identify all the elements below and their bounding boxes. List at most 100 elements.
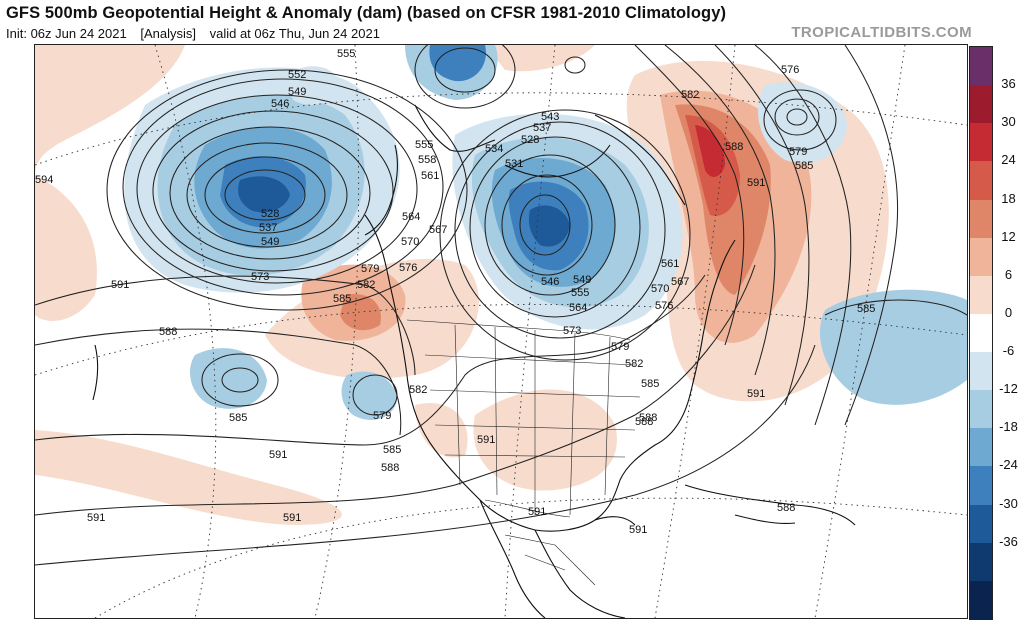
contour-label: 564 — [569, 302, 587, 314]
analysis-tag: [Analysis] — [140, 26, 196, 41]
colorbar-tick-label: -30 — [999, 495, 1018, 511]
contour-label: 585 — [795, 160, 813, 172]
map-subtitle: Init: 06z Jun 24 2021 [Analysis] valid a… — [6, 26, 390, 41]
contour-label: 585 — [641, 378, 659, 390]
contour-label: 579 — [361, 263, 379, 275]
contour-label: 591 — [528, 506, 546, 518]
colorbar-segment — [970, 85, 992, 124]
contour-label: 570 — [401, 236, 419, 248]
colorbar-segment — [970, 428, 992, 467]
contour-label: 585 — [229, 412, 247, 424]
colorbar-segment — [970, 199, 992, 239]
contour-label: 528 — [261, 208, 279, 220]
contour-label: 588 — [777, 502, 795, 514]
contour-label: 588 — [639, 412, 657, 424]
contour-label: 531 — [505, 158, 523, 170]
contour-label: 591 — [269, 449, 287, 461]
colorbar-tick-label: 36 — [1001, 76, 1016, 92]
colorbar-tick-label: -24 — [999, 457, 1018, 473]
colorbar-tick-label: -6 — [1002, 343, 1015, 359]
contour-label: 582 — [625, 358, 643, 370]
contour-label: 555 — [415, 139, 433, 151]
contour-label: 567 — [671, 276, 689, 288]
colorbar-tick-label: 30 — [1001, 114, 1016, 130]
contour-label: 591 — [629, 524, 647, 536]
colorbar-segment — [970, 542, 992, 582]
contour-label: 549 — [288, 86, 306, 98]
contour-label: 591 — [87, 512, 105, 524]
contour-label: 573 — [563, 325, 581, 337]
colorbar-segment — [970, 161, 992, 201]
colorbar-segment — [970, 275, 992, 315]
height-contours — [35, 45, 967, 566]
contour-label: 591 — [747, 388, 765, 400]
contour-label: 585 — [333, 293, 351, 305]
colorbar-tick-label: 24 — [1001, 152, 1016, 168]
contour-label: 588 — [635, 416, 653, 428]
contour-label: 567 — [429, 224, 447, 236]
contour-label: 537 — [259, 222, 277, 234]
contour-label: 564 — [402, 211, 420, 223]
contour-label: 528 — [521, 134, 539, 146]
contour-label: 582 — [409, 384, 427, 396]
colorbar-segment — [970, 352, 992, 391]
graticule — [35, 45, 967, 618]
contour-labels: 555 552 549 546 528 537 549 573 594 591 … — [35, 48, 875, 536]
colorbar-segment — [970, 313, 992, 353]
contour-label: 546 — [541, 276, 559, 288]
contour-label: 543 — [541, 111, 559, 123]
colorbar-tick-label: 18 — [1001, 190, 1016, 206]
contour-label: 549 — [261, 236, 279, 248]
negative-anomaly-fills — [124, 45, 967, 420]
contour-label: 591 — [747, 177, 765, 189]
contour-label: 582 — [357, 279, 375, 291]
contour-label: 573 — [251, 271, 269, 283]
positive-anomaly-fills — [35, 45, 889, 525]
contour-label: 579 — [373, 410, 391, 422]
political-borders — [406, 319, 641, 586]
colorbar-tick-label: 12 — [1001, 228, 1016, 244]
contour-label: 588 — [725, 141, 743, 153]
contour-label: 537 — [533, 122, 551, 134]
contour-label: 585 — [857, 303, 875, 315]
contour-label: 579 — [611, 341, 629, 353]
colorbar-tick-label: -12 — [999, 381, 1018, 397]
site-watermark: TROPICALTIDBITS.COM — [791, 24, 972, 41]
map-svg: 555 552 549 546 528 537 549 573 594 591 … — [35, 45, 967, 618]
contour-label: 555 — [337, 48, 355, 60]
contour-label: 585 — [383, 444, 401, 456]
colorbar-segment — [970, 580, 992, 620]
contour-label: 576 — [655, 300, 673, 312]
contour-label: 549 — [573, 274, 591, 286]
colorbar-segment — [970, 390, 992, 429]
contour-label: 588 — [159, 326, 177, 338]
colorbar-segment — [970, 47, 992, 86]
contour-label: 558 — [418, 154, 436, 166]
colorbar-tick-label: 6 — [1004, 266, 1013, 282]
coastlines — [92, 104, 856, 618]
colorbar-segment — [970, 504, 992, 544]
contour-label: 570 — [651, 283, 669, 295]
contour-label: 576 — [399, 262, 417, 274]
contour-label: 588 — [381, 462, 399, 474]
colorbar-tick-label: -18 — [999, 419, 1018, 435]
contour-label: 534 — [485, 143, 503, 155]
init-time: Init: 06z Jun 24 2021 — [6, 26, 127, 41]
colorbar-segment — [970, 123, 992, 162]
contour-label: 555 — [571, 287, 589, 299]
map-panel: 555 552 549 546 528 537 549 573 594 591 … — [34, 44, 968, 619]
contour-label: 579 — [789, 146, 807, 158]
colorbar-segment — [970, 466, 992, 506]
contour-label: 561 — [661, 258, 679, 270]
colorbar-tick-label: -36 — [999, 533, 1018, 549]
contour-label: 561 — [421, 170, 439, 182]
contour-label: 591 — [283, 512, 301, 524]
colorbar-tick-label: 0 — [1004, 304, 1013, 320]
contour-label: 591 — [477, 434, 495, 446]
contour-label: 582 — [681, 89, 699, 101]
contour-label: 594 — [35, 174, 53, 186]
contour-label: 591 — [111, 279, 129, 291]
map-title: GFS 500mb Geopotential Height & Anomaly … — [6, 4, 727, 22]
contour-label: 552 — [288, 69, 306, 81]
valid-time: valid at 06z Thu, Jun 24 2021 — [209, 26, 380, 41]
